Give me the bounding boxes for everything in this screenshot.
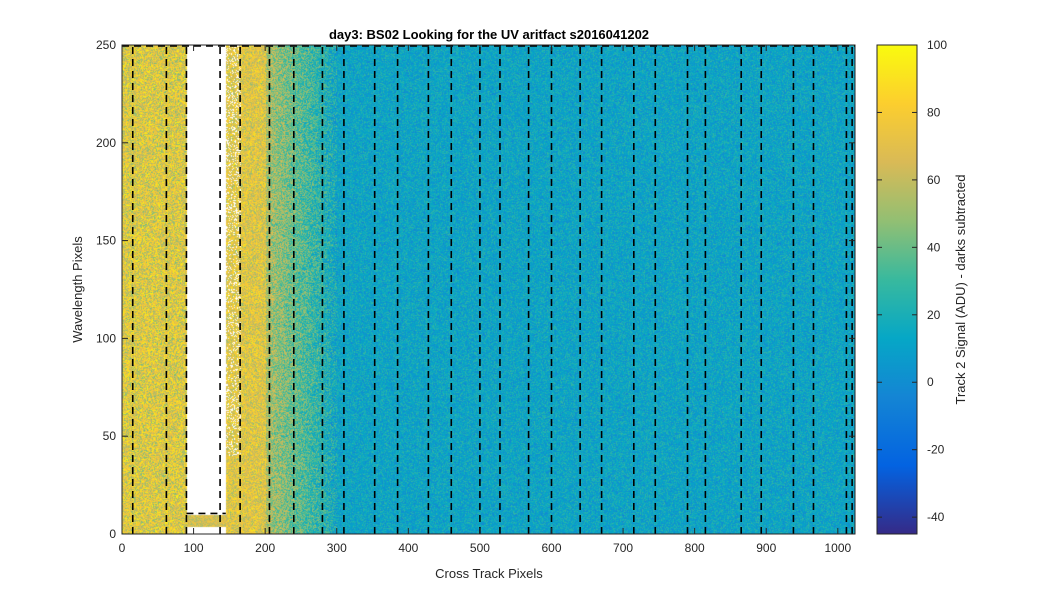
colorbar-tick-label: -40 — [927, 510, 945, 524]
colorbar-tick-label: 0 — [927, 375, 934, 389]
colorbar-tick-label: 20 — [927, 308, 941, 322]
y-tick-label: 0 — [109, 527, 116, 541]
x-tick-label: 600 — [541, 541, 561, 555]
x-tick-label: 100 — [184, 541, 204, 555]
chart-title: day3: BS02 Looking for the UV aritfact s… — [329, 27, 649, 42]
y-tick-label: 200 — [96, 136, 116, 150]
y-tick-label: 250 — [96, 38, 116, 52]
y-tick-label: 100 — [96, 331, 116, 345]
colorbar-tick-label: 80 — [927, 105, 941, 119]
x-tick-label: 300 — [327, 541, 347, 555]
x-axis-label: Cross Track Pixels — [435, 566, 543, 581]
plot-frame — [121, 44, 856, 535]
boundary-lines — [122, 45, 855, 534]
colorbar-label: Track 2 Signal (ADU) - darks subtracted — [953, 175, 968, 405]
heatmap-raster — [122, 45, 855, 534]
x-tick-label: 800 — [685, 541, 705, 555]
y-axis: 0 50 100 150 200 250 — [96, 38, 855, 541]
y-tick-label: 50 — [103, 429, 117, 443]
colorbar-tick-label: 100 — [927, 38, 947, 52]
colorbar-tick-label: -20 — [927, 443, 945, 457]
colorbar-tick-label: 40 — [927, 240, 941, 254]
x-tick-label: 500 — [470, 541, 490, 555]
y-axis-label: Wavelength Pixels — [70, 236, 85, 343]
x-tick-label: 0 — [119, 541, 126, 555]
x-tick-label: 700 — [613, 541, 633, 555]
y-tick-label: 150 — [96, 234, 116, 248]
colorbar-tick-label: 60 — [927, 173, 941, 187]
colorbar-axis: -40 -20 0 20 40 60 80 100 — [877, 38, 947, 524]
x-axis: 0 100 200 300 400 500 600 700 800 900 1000 — [119, 45, 851, 555]
x-tick-label: 200 — [255, 541, 275, 555]
colorbar — [876, 44, 918, 535]
x-tick-label: 900 — [756, 541, 776, 555]
heatmap-image — [122, 45, 855, 534]
x-tick-label: 400 — [398, 541, 418, 555]
x-tick-label: 1000 — [824, 541, 851, 555]
